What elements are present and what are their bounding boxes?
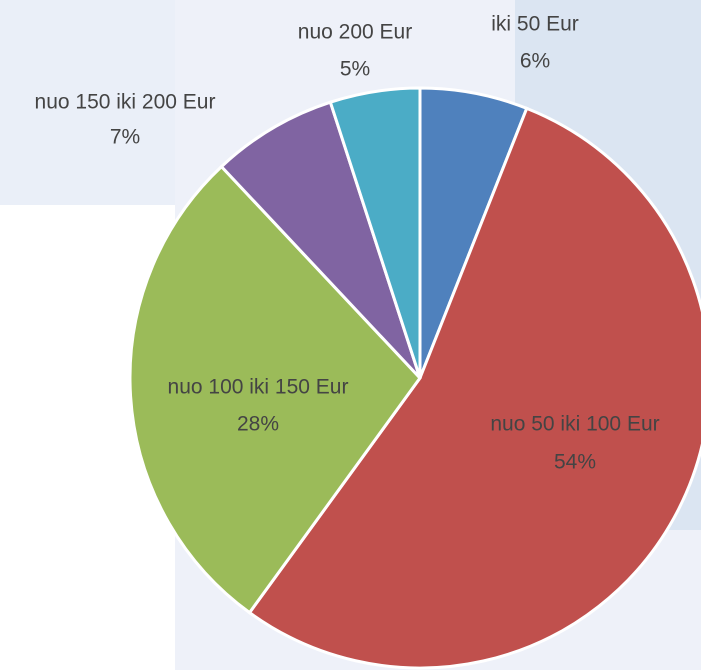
pie-slice [328, 86, 422, 379]
slice-value-label: 28% [237, 413, 279, 436]
slice-value-label: 6% [520, 50, 550, 73]
slice-value-label: 54% [554, 451, 596, 474]
slice-value-label: 7% [110, 126, 140, 149]
slice-value-label: 5% [340, 58, 370, 81]
pie-slice [128, 164, 422, 615]
labels: iki 50 Eur 6% nuo 50 iki 100 Eur 54% nuo 100… [35, 13, 660, 474]
pie [128, 86, 701, 670]
pie-slice [219, 100, 422, 380]
pie-slice [247, 106, 701, 670]
slice-label: nuo 50 iki 100 Eur [490, 413, 659, 436]
slice-label: iki 50 Eur [491, 13, 579, 36]
slice-label: nuo 150 iki 200 Eur [35, 91, 216, 114]
slice-label: nuo 100 iki 150 Eur [168, 376, 349, 399]
slice-label: nuo 200 Eur [298, 21, 412, 44]
